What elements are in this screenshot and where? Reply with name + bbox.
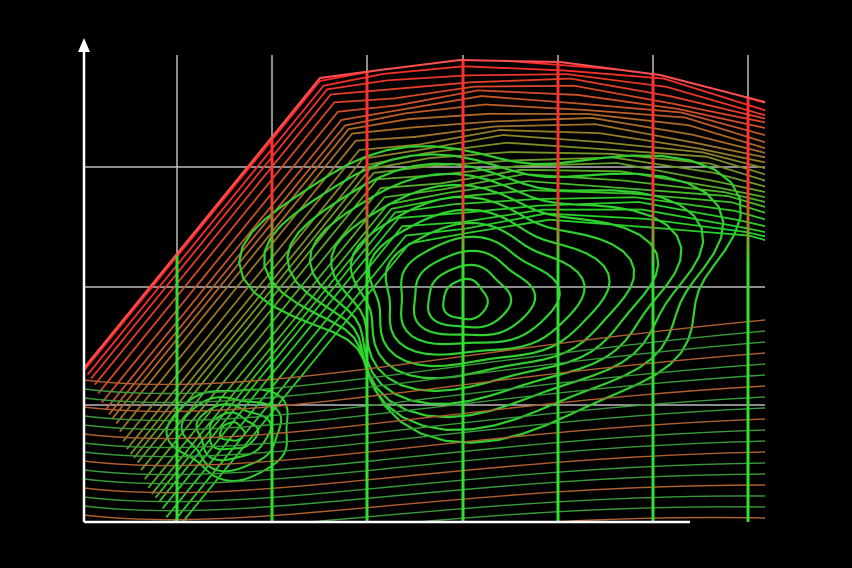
contour-line	[84, 407, 765, 458]
vertical-band	[175, 60, 179, 522]
vertical-band	[365, 60, 369, 522]
contour-line	[94, 77, 765, 386]
vertical-band	[270, 60, 274, 522]
contour-line	[111, 112, 765, 419]
vertical-band	[651, 60, 655, 522]
contour-line	[84, 506, 765, 522]
contour-line	[84, 374, 765, 431]
contour-line	[90, 73, 765, 380]
contour-line	[84, 319, 765, 386]
vertical-band	[461, 60, 465, 522]
contour-line	[84, 462, 765, 503]
contour-line	[442, 277, 489, 321]
boundary	[83, 58, 766, 369]
vertical-band	[746, 60, 750, 522]
contour-line	[286, 162, 705, 419]
contour-line	[84, 451, 765, 494]
contour-line	[367, 208, 611, 368]
contour-line	[84, 484, 765, 521]
contour-line	[122, 129, 765, 442]
contour-line	[399, 235, 561, 346]
contour-line	[84, 473, 765, 512]
contour-line	[218, 421, 246, 442]
contour-line	[84, 440, 765, 485]
contour-line	[412, 249, 537, 337]
contour-line	[101, 89, 765, 404]
contour-line	[133, 151, 765, 459]
contour-line	[84, 330, 765, 395]
contour-line	[84, 363, 765, 422]
colored-verticals	[175, 60, 750, 522]
contour-line	[426, 263, 513, 329]
contour-line	[84, 429, 765, 476]
contour-line	[84, 418, 765, 467]
contour-line	[165, 208, 765, 518]
y-axis-arrow	[78, 38, 90, 52]
contour-line	[84, 396, 765, 449]
contour-line	[384, 221, 586, 356]
contour-line	[349, 195, 636, 380]
contour-line	[108, 103, 765, 416]
contour-line	[144, 168, 765, 480]
contour-line	[104, 95, 765, 411]
contour-line	[119, 123, 765, 433]
contour-line	[237, 145, 742, 444]
contour-line	[97, 84, 765, 395]
contour-line	[84, 495, 765, 522]
contour-line	[115, 117, 765, 425]
contour-line	[84, 341, 765, 404]
contour-line	[154, 189, 765, 499]
contour-line	[84, 516, 765, 522]
vertical-band	[556, 60, 560, 522]
contour-line	[84, 352, 765, 413]
contour-line	[84, 385, 765, 440]
